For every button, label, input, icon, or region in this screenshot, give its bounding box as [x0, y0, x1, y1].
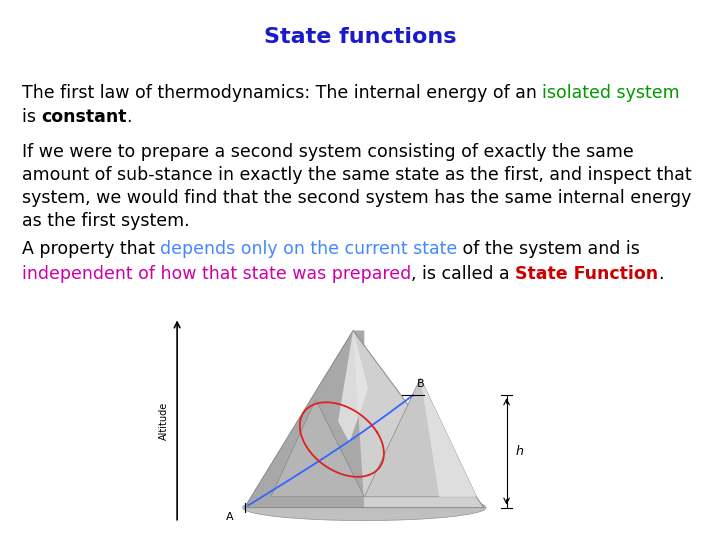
Text: A property that: A property that — [22, 240, 160, 258]
Text: isolated system: isolated system — [542, 84, 680, 102]
Text: constant: constant — [41, 108, 127, 126]
Polygon shape — [353, 330, 484, 508]
Text: State functions: State functions — [264, 27, 456, 47]
Text: B: B — [417, 379, 424, 389]
Text: .: . — [658, 265, 664, 282]
Polygon shape — [271, 400, 364, 497]
Text: .: . — [127, 108, 132, 126]
Text: If we were to prepare a second system consisting of exactly the same
amount of s: If we were to prepare a second system co… — [22, 143, 691, 230]
Text: , is called a: , is called a — [411, 265, 515, 282]
Text: A: A — [225, 512, 233, 522]
Text: is: is — [22, 108, 41, 126]
Polygon shape — [338, 330, 368, 443]
Text: State Function: State Function — [515, 265, 658, 282]
Text: of the system and is: of the system and is — [457, 240, 640, 258]
Text: depends only on the current state: depends only on the current state — [160, 240, 457, 258]
Polygon shape — [364, 378, 477, 497]
Text: The first law of thermodynamics: The internal energy of an: The first law of thermodynamics: The int… — [22, 84, 542, 102]
Text: independent of how that state was prepared: independent of how that state was prepar… — [22, 265, 411, 282]
Text: Altitude: Altitude — [159, 402, 169, 440]
Polygon shape — [420, 378, 477, 497]
Polygon shape — [245, 330, 364, 508]
Text: h: h — [516, 445, 524, 458]
Ellipse shape — [243, 495, 486, 521]
